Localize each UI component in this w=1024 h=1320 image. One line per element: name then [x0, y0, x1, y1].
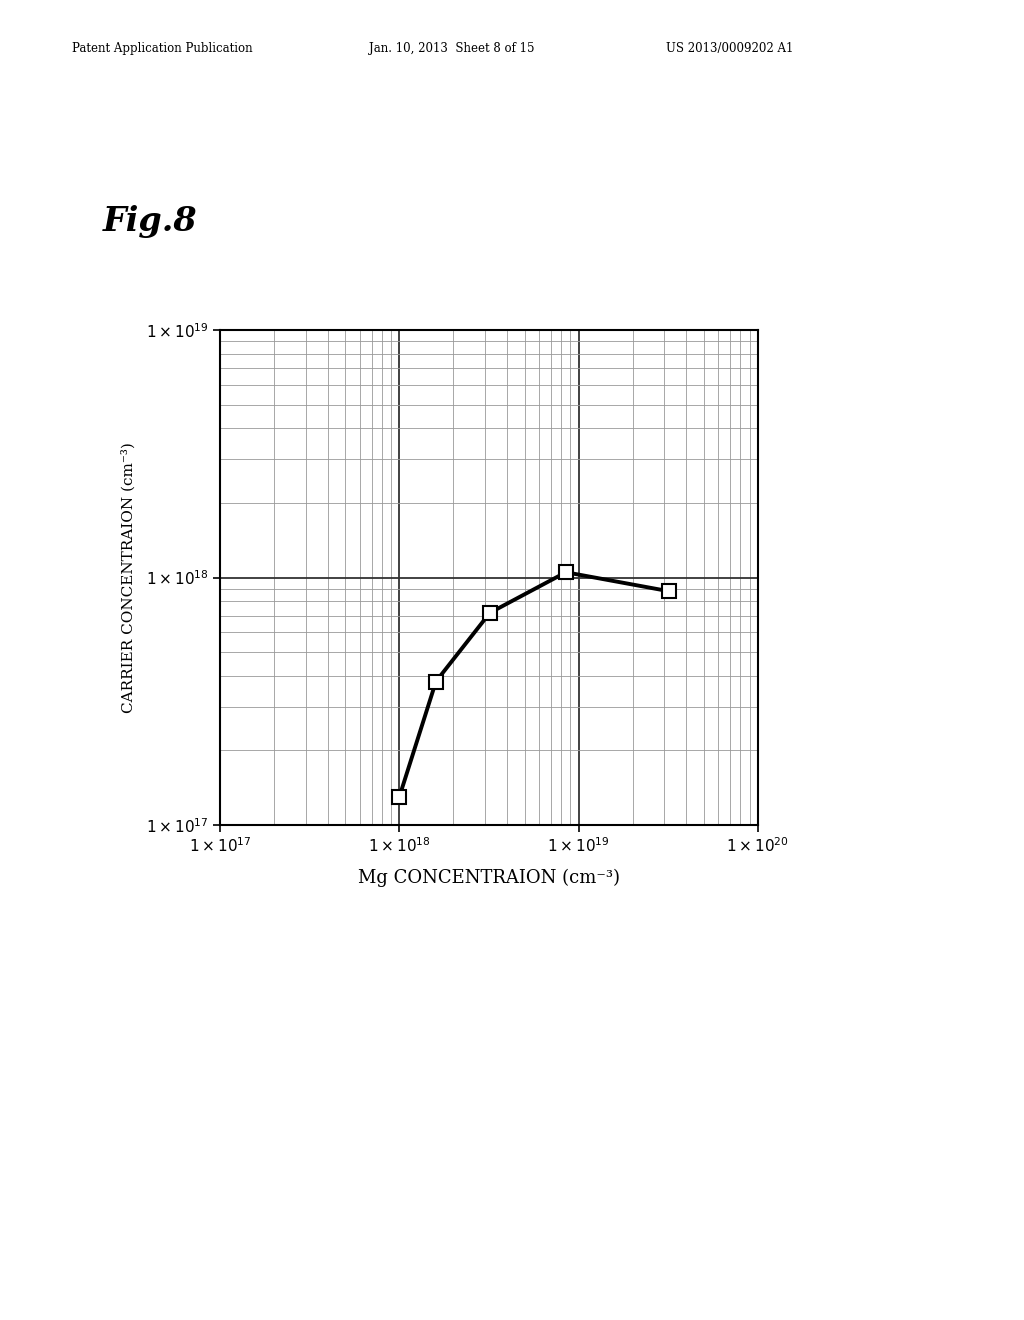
X-axis label: Mg CONCENTRAION (cm⁻³): Mg CONCENTRAION (cm⁻³): [358, 869, 620, 887]
Text: Jan. 10, 2013  Sheet 8 of 15: Jan. 10, 2013 Sheet 8 of 15: [369, 42, 535, 55]
Text: Patent Application Publication: Patent Application Publication: [72, 42, 252, 55]
Text: US 2013/0009202 A1: US 2013/0009202 A1: [666, 42, 793, 55]
Y-axis label: CARRIER CONCENTRAION (cm⁻³): CARRIER CONCENTRAION (cm⁻³): [121, 442, 135, 713]
Text: Fig.8: Fig.8: [102, 205, 197, 238]
